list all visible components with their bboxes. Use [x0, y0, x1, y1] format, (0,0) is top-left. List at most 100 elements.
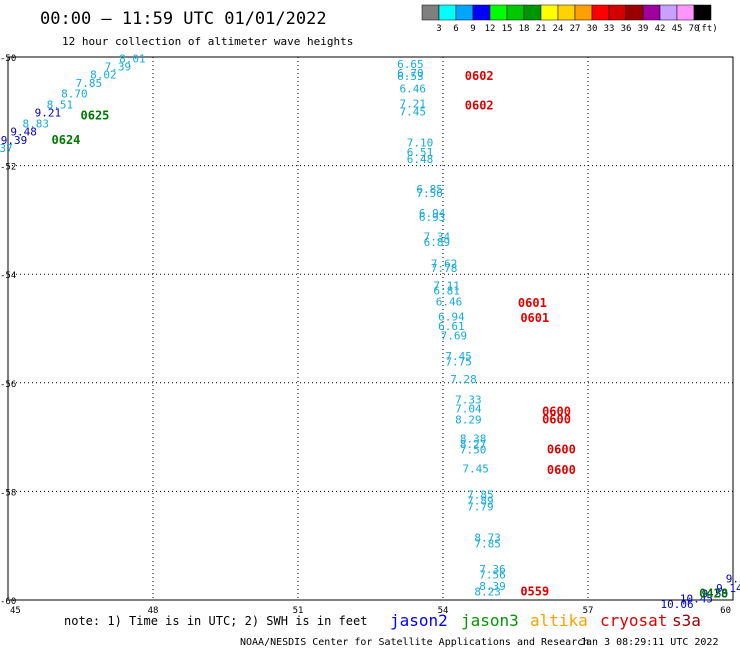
pass-time-label: 0600: [547, 463, 576, 477]
swh-value-label: 9.48: [10, 126, 37, 139]
satellite-jason2: jason2: [390, 611, 448, 630]
swh-value-label: 8.27: [460, 438, 487, 451]
color-bin-label: 33: [604, 24, 615, 34]
color-bin-1: [438, 4, 457, 21]
color-bin-4: [489, 4, 508, 21]
swh-value-label: 7.75: [445, 355, 472, 368]
swh-value-label: 7.85: [467, 488, 494, 501]
x-tick-label: 54: [438, 606, 449, 616]
satellite-altika: altika: [530, 611, 588, 630]
color-bin-14: [659, 4, 678, 21]
swh-value-label: 7.36: [479, 563, 506, 576]
pass-time-label: 0601: [520, 311, 549, 325]
swh-value-label: 6.94: [438, 310, 465, 323]
x-tick-label: 51: [293, 606, 304, 616]
swh-value-label: 7.45: [445, 350, 472, 363]
swh-value-label: 8.38: [460, 433, 487, 446]
pass-time-label: 0600: [547, 442, 576, 456]
swh-value-label: 6.61: [438, 320, 465, 333]
swh-value-label: 8.37: [0, 142, 13, 155]
x-tick-label: 60: [720, 606, 731, 616]
swh-value-label: 9.50: [702, 587, 729, 600]
y-tick-label: -60: [0, 597, 16, 607]
swh-value-label: 7.34: [424, 231, 451, 244]
swh-value-label: 7.45: [462, 462, 489, 475]
swh-value-label: 6.46: [436, 296, 463, 309]
swh-value-label: 8.73: [474, 531, 501, 544]
color-scale-legend: 3 6 9 12 15 18 21 24 27 30 33 36 39 42 45 70(ft): [421, 4, 718, 34]
swh-value-label: 8.70: [61, 88, 88, 101]
color-bin-8: [557, 4, 576, 21]
swh-value-label: 7.50: [460, 443, 487, 456]
pass-time-label: 0602: [465, 99, 494, 113]
swh-value-label: 9.21: [35, 107, 62, 120]
swh-value-label: 6.46: [400, 82, 427, 95]
swh-value-label: 6.53: [397, 70, 424, 83]
color-bin-label: 70: [689, 24, 700, 34]
satellite-jason3: jason3: [461, 611, 519, 630]
pass-time-label: 0428: [699, 586, 728, 600]
color-bin-12: [625, 4, 644, 21]
color-bin-10: [591, 4, 610, 21]
satellite-legend: jason2 jason3 altika cryosat s3a: [390, 611, 701, 630]
color-bin-label: 15: [502, 24, 513, 34]
y-tick-label: -58: [0, 488, 16, 498]
swh-value-label: 6.65: [397, 58, 424, 71]
swh-value-label: 7.33: [455, 393, 482, 406]
swh-value-label: 7.78: [431, 262, 458, 275]
color-bin-11: [608, 4, 627, 21]
color-bin-label: 30: [587, 24, 598, 34]
swh-value-label: 7.28: [450, 373, 477, 386]
pass-time-label: 0602: [465, 69, 494, 83]
swh-value-label: 7.11: [433, 279, 460, 292]
swh-value-label: 7.45: [400, 106, 427, 119]
x-tick-label: 57: [583, 606, 594, 616]
swh-value-label: 8.01: [119, 52, 145, 65]
color-bin-label: 12: [485, 24, 496, 34]
swh-value-label: 7.10: [407, 137, 434, 150]
x-tick-label: 48: [148, 606, 159, 616]
y-tick-label: -50: [0, 54, 16, 64]
swh-value-label: 7.39: [105, 61, 131, 74]
color-bin-3: [472, 4, 491, 21]
color-bin-0: [421, 4, 440, 21]
swh-value-label: 9.14: [716, 582, 740, 595]
color-bin-label: 9: [470, 24, 475, 34]
color-unit: (ft): [696, 24, 718, 34]
chart-subtitle: 12 hour collection of altimeter wave hei…: [62, 35, 353, 48]
swh-value-label: 7.56: [479, 568, 506, 581]
swh-value-label: 7.56: [416, 187, 443, 200]
swh-value-label: 8.83: [23, 118, 50, 131]
color-bin-16: [693, 4, 712, 21]
pass-time-label: 0600: [542, 413, 571, 427]
swh-value-label: 6.81: [433, 284, 460, 297]
swh-value-label: 10.45: [680, 593, 713, 606]
generated-timestamp: Jan 3 08:29:11 UTC 2022: [580, 637, 718, 648]
swh-value-label: 6.51: [407, 146, 434, 159]
y-tick-label: -52: [0, 163, 16, 173]
pass-time-label: 0601: [518, 296, 547, 310]
satellite-s3a: s3a: [672, 611, 701, 630]
satellite-cryosat: cryosat: [600, 611, 667, 630]
color-bin-6: [523, 4, 542, 21]
swh-value-label: 8.02: [90, 69, 117, 82]
plot-frame: [7, 56, 734, 601]
swh-value-label: 7.04: [455, 403, 482, 416]
color-bin-2: [455, 4, 474, 21]
swh-value-label: 6.48: [407, 153, 434, 166]
plot-area: 45 48 51 54 57 60-50-52-54-56-58-608.017.398.…: [0, 52, 740, 616]
color-bin-label: 42: [655, 24, 666, 34]
swh-value-label: 8.39: [479, 580, 506, 593]
x-tick-label: 45: [10, 606, 21, 616]
swh-value-label: 8.23: [474, 586, 501, 599]
swh-value-label: 7.62: [431, 258, 458, 271]
color-bin-label: 24: [553, 24, 564, 34]
color-bin-7: [540, 4, 559, 21]
swh-value-label: 9.39: [1, 134, 28, 147]
color-bin-13: [642, 4, 661, 21]
swh-value-label: 6.85: [416, 183, 443, 196]
swh-value-label: 7.85: [474, 537, 501, 550]
swh-value-label: 6.89: [424, 236, 451, 249]
